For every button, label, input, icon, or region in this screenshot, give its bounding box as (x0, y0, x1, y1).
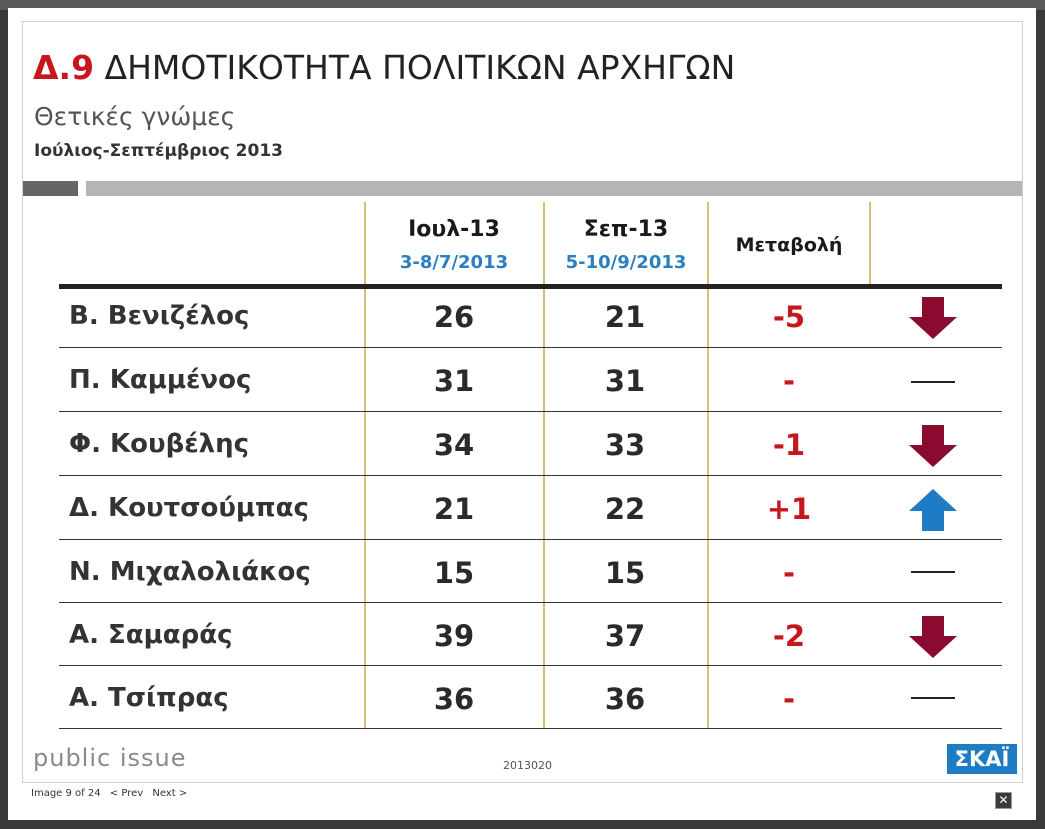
column-divider (869, 202, 871, 284)
row-divider (59, 728, 1002, 729)
skai-logo: ΣΚΑΪ (947, 744, 1017, 774)
image-counter: Image 9 of 24 (31, 788, 101, 799)
row-change: -1 (772, 428, 806, 462)
down-arrow-icon (898, 614, 968, 660)
column-divider (364, 202, 366, 729)
row-divider (59, 539, 1002, 540)
row-value-jul: 34 (433, 428, 475, 462)
column-divider (707, 202, 709, 729)
row-divider (59, 602, 1002, 603)
table-header-rule (59, 284, 1002, 289)
up-arrow-icon (898, 487, 968, 533)
header-bar-dark (23, 181, 78, 196)
down-arrow-icon (898, 295, 968, 341)
row-value-sep: 22 (604, 492, 646, 526)
column-header-sep-label: Σεπ-13 (583, 217, 669, 242)
slide-period: Ιούλιος-Σεπτέμβριος 2013 (34, 141, 283, 161)
no-change-dash-icon (898, 549, 968, 595)
backdrop-strip (0, 0, 1045, 10)
row-value-sep: 37 (604, 619, 646, 653)
row-name: Φ. Κουβέλης (69, 429, 250, 459)
row-name: Β. Βενιζέλος (69, 301, 250, 331)
column-header-jul-label: Ιουλ-13 (408, 217, 500, 242)
column-header-change: Μεταβολή (709, 234, 869, 256)
row-value-sep: 33 (604, 428, 646, 462)
row-change: - (782, 682, 796, 716)
no-change-dash-icon (898, 359, 968, 405)
footer-code: 2013020 (503, 759, 552, 772)
row-name: Α. Σαμαράς (69, 620, 233, 650)
row-value-jul: 15 (433, 556, 475, 590)
row-name: Ν. Μιχαλολιάκος (69, 557, 311, 587)
row-value-jul: 36 (433, 682, 475, 716)
footer-brand-logo: public issue (33, 744, 187, 772)
slide-title-text: ΔΗΜΟΤΙΚΟΤΗΤΑ ΠΟΛΙΤΙΚΩΝ ΑΡΧΗΓΩΝ (104, 48, 736, 87)
row-change: -2 (772, 619, 806, 653)
column-header-jul: Ιουλ-13 3-8/7/2013 (365, 216, 543, 276)
row-value-jul: 31 (433, 364, 475, 398)
row-name: Π. Καμμένος (69, 365, 252, 395)
row-change: - (782, 364, 796, 398)
row-value-jul: 21 (433, 492, 475, 526)
row-value-jul: 39 (433, 619, 475, 653)
column-divider (543, 202, 545, 729)
row-change: - (782, 556, 796, 590)
next-link[interactable]: Next > (152, 788, 188, 799)
close-button[interactable]: ✕ (995, 792, 1012, 809)
row-divider (59, 411, 1002, 412)
slide-subtitle: Θετικές γνώμες (34, 102, 236, 131)
slide-title: Δ.9 ΔΗΜΟΤΙΚΟΤΗΤΑ ΠΟΛΙΤΙΚΩΝ ΑΡΧΗΓΩΝ (33, 48, 735, 87)
row-value-jul: 26 (433, 300, 475, 334)
row-value-sep: 21 (604, 300, 646, 334)
lightbox: Δ.9 ΔΗΜΟΤΙΚΟΤΗΤΑ ΠΟΛΙΤΙΚΩΝ ΑΡΧΗΓΩΝ Θετικ… (8, 8, 1036, 820)
column-header-sep-date: 5-10/9/2013 (565, 252, 687, 273)
column-header-jul-date: 3-8/7/2013 (399, 252, 509, 273)
row-value-sep: 36 (604, 682, 646, 716)
row-value-sep: 31 (604, 364, 646, 398)
row-divider (59, 665, 1002, 666)
lightbox-nav: Image 9 of 24 < Prev Next > (31, 788, 193, 799)
row-change: -5 (772, 300, 806, 334)
row-name: Α. Τσίπρας (69, 683, 229, 713)
slide-title-code: Δ.9 (33, 48, 95, 87)
slide: Δ.9 ΔΗΜΟΤΙΚΟΤΗΤΑ ΠΟΛΙΤΙΚΩΝ ΑΡΧΗΓΩΝ Θετικ… (22, 21, 1023, 783)
row-value-sep: 15 (604, 556, 646, 590)
row-name: Δ. Κουτσούμπας (69, 493, 309, 523)
row-divider (59, 347, 1002, 348)
row-change: +1 (766, 492, 812, 526)
row-divider (59, 475, 1002, 476)
header-bar-light (86, 181, 1022, 196)
column-header-change-label: Μεταβολή (735, 234, 843, 256)
no-change-dash-icon (898, 675, 968, 721)
prev-link[interactable]: < Prev (109, 788, 144, 799)
column-header-sep: Σεπ-13 5-10/9/2013 (545, 216, 707, 276)
down-arrow-icon (898, 423, 968, 469)
close-icon: ✕ (998, 793, 1009, 807)
